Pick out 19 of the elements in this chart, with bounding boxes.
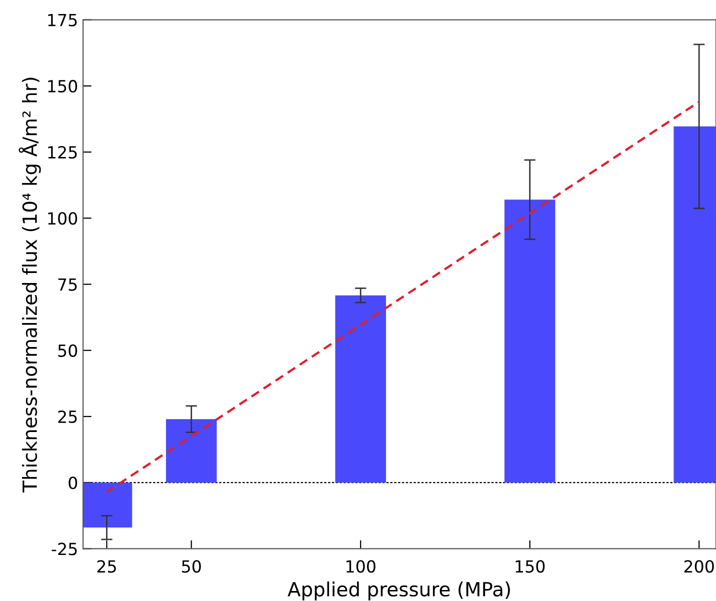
y-tick-label: 150: [48, 80, 78, 93]
y-tick-label: 50: [58, 344, 78, 357]
bar: [166, 419, 217, 483]
bar: [83, 482, 132, 528]
y-tick-label: 125: [48, 146, 77, 159]
y-tick-label: 175: [48, 14, 77, 26]
y-axis-title: Thickness-normalized flux (10⁴ kg Å/m² hr): [18, 78, 41, 493]
y-tick-label: 75: [58, 278, 77, 291]
bar: [335, 295, 386, 483]
y-tick-label: -25: [52, 542, 77, 556]
x-tick-label: 25: [97, 560, 116, 573]
y-tick-label: 100: [48, 212, 78, 225]
x-axis-title: Applied pressure (MPa): [288, 582, 510, 600]
x-tick-label: 200: [684, 560, 714, 573]
y-tick-label: 25: [58, 410, 77, 424]
x-tick-label: 100: [346, 560, 376, 573]
y-tick-label: 0: [68, 476, 78, 490]
x-tick-label: 50: [182, 560, 201, 573]
x-tick-label: 150: [516, 560, 545, 573]
